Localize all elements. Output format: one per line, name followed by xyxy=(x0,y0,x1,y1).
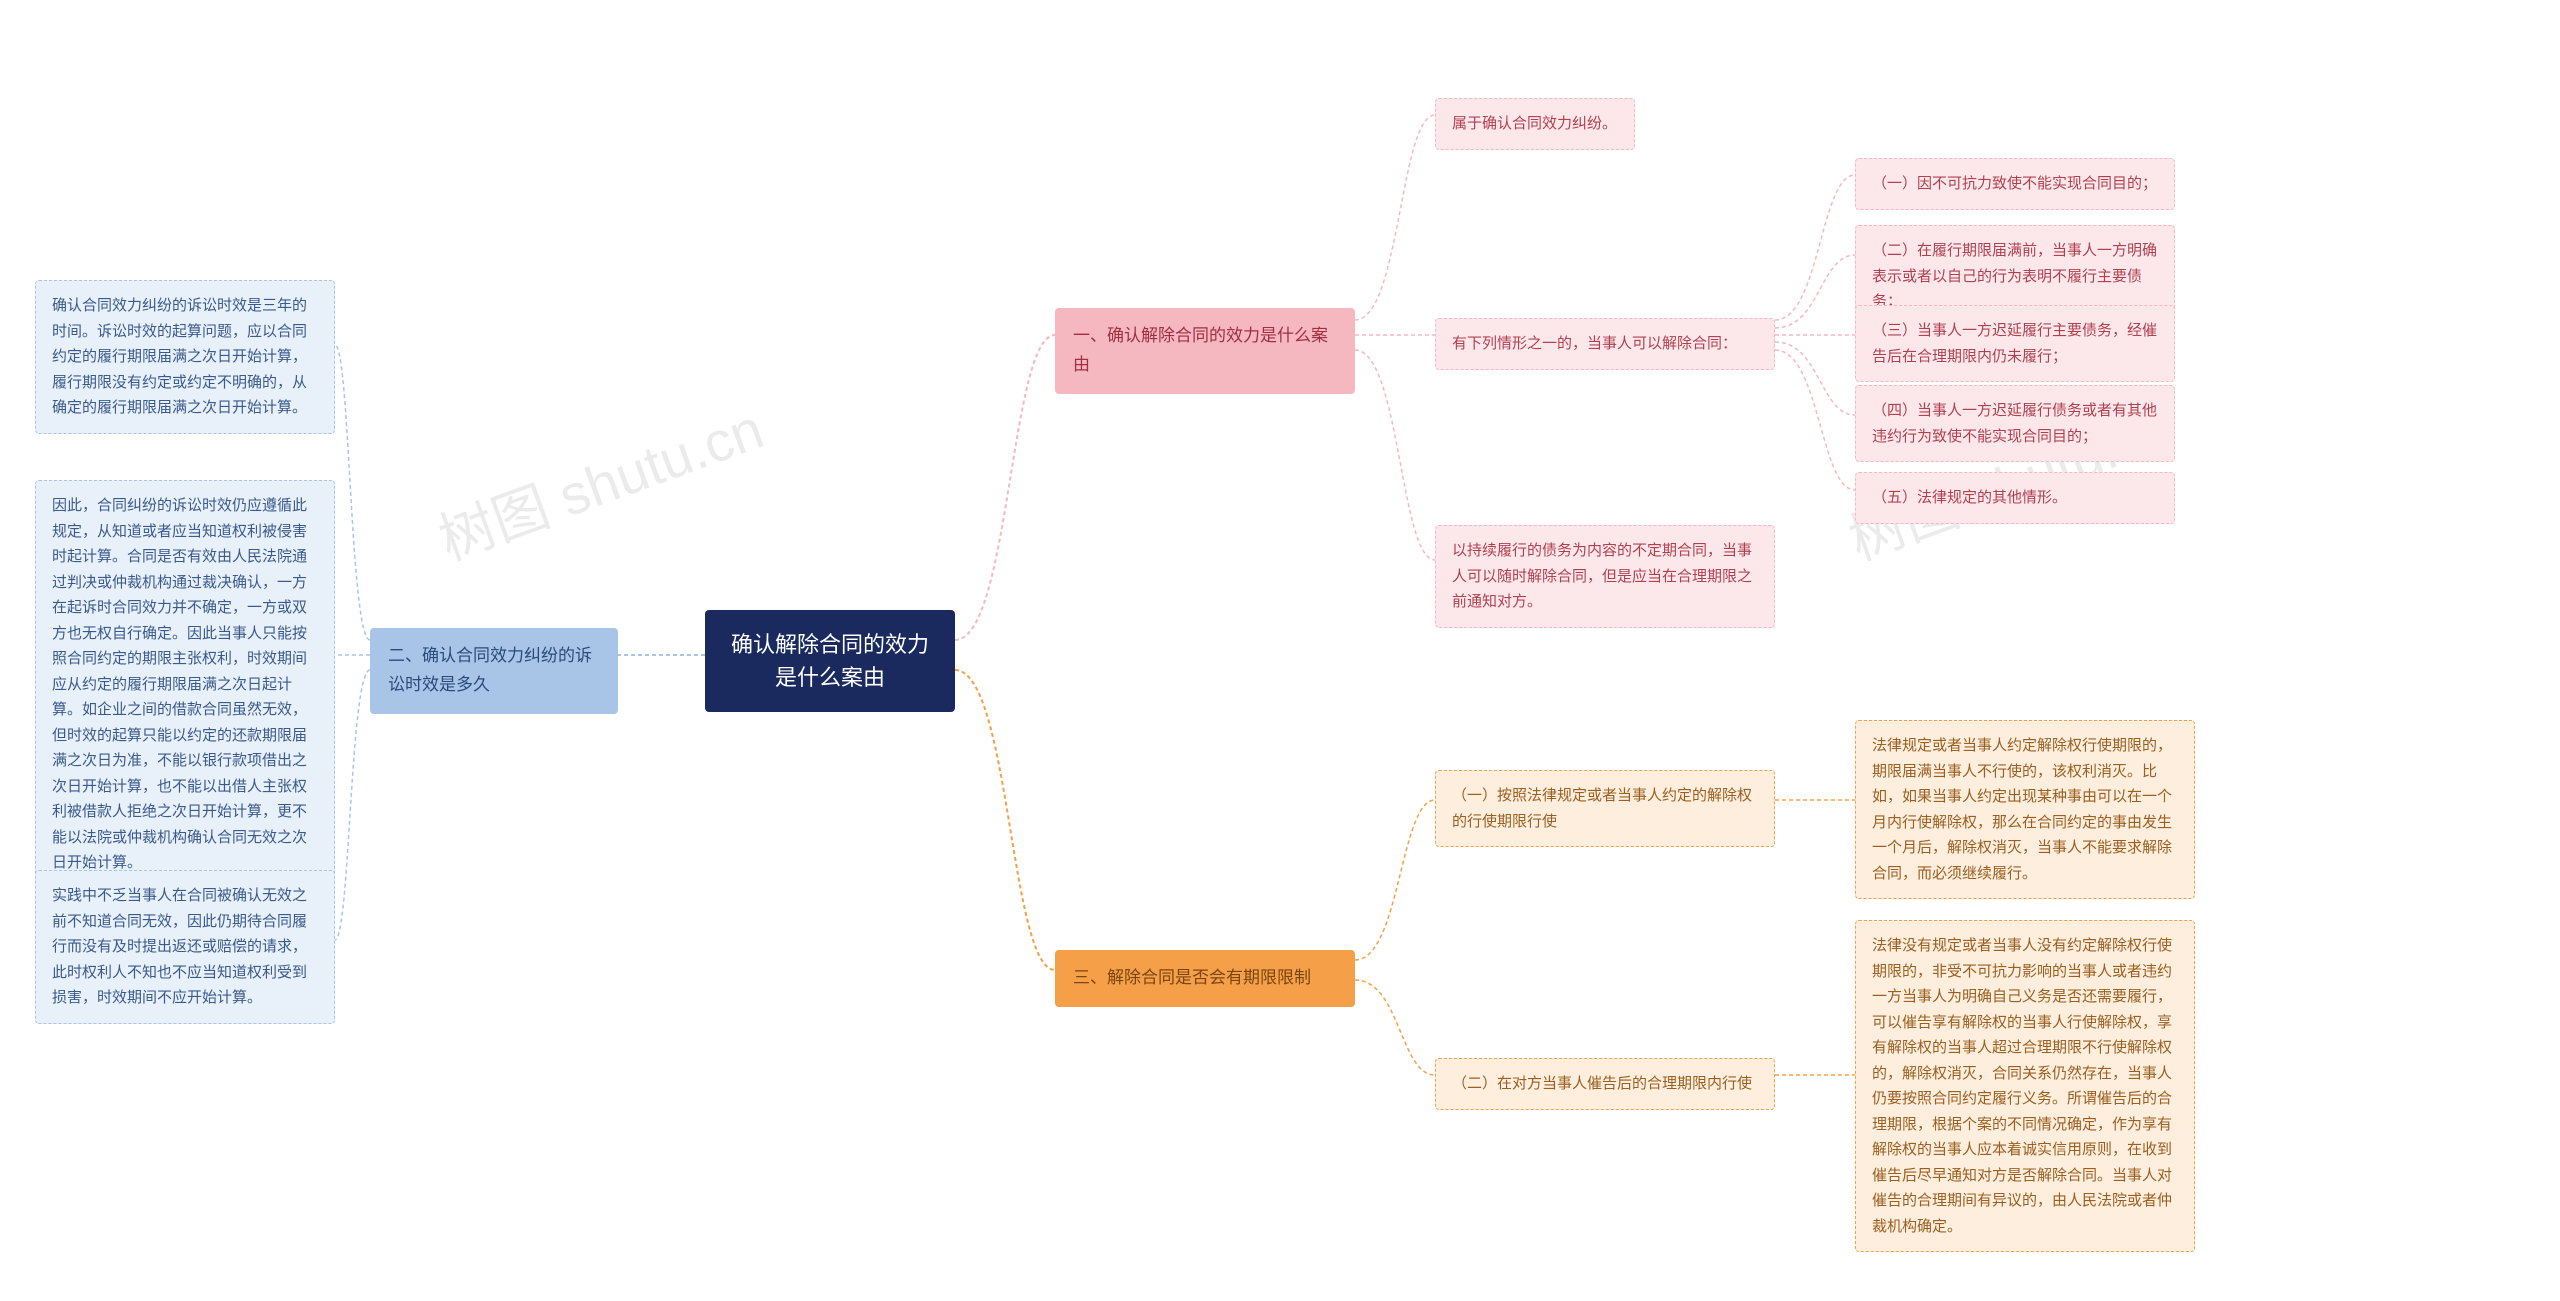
leaf-pink-l2-2: （三）当事人一方迟延履行主要债务，经催告后在合理期限内仍未履行； xyxy=(1855,305,2175,382)
leaf-blue-1: 确认合同效力纠纷的诉讼时效是三年的时间。诉讼时效的起算问题，应以合同约定的履行期… xyxy=(35,280,335,434)
leaf-pink-l2-0: （一）因不可抗力致使不能实现合同目的； xyxy=(1855,158,2175,210)
leaf-pink-l2-4: （五）法律规定的其他情形。 xyxy=(1855,472,2175,524)
leaf-pink-l2-3: （四）当事人一方迟延履行债务或者有其他违约行为致使不能实现合同目的； xyxy=(1855,385,2175,462)
leaf-orange-l1-0: （一）按照法律规定或者当事人约定的解除权的行使期限行使 xyxy=(1435,770,1775,847)
leaf-orange-l2-1: 法律没有规定或者当事人没有约定解除权行使期限的，非受不可抗力影响的当事人或者违约… xyxy=(1855,920,2195,1252)
leaf-pink-l1-1: 有下列情形之一的，当事人可以解除合同： xyxy=(1435,318,1775,370)
leaf-orange-l1-1: （二）在对方当事人催告后的合理期限内行使 xyxy=(1435,1058,1775,1110)
leaf-blue-3: 实践中不乏当事人在合同被确认无效之前不知道合同无效，因此仍期待合同履行而没有及时… xyxy=(35,870,335,1024)
branch-section-2[interactable]: 二、确认合同效力纠纷的诉讼时效是多久 xyxy=(370,628,618,714)
watermark: 树图 shutu.cn xyxy=(426,384,773,576)
branch-section-1[interactable]: 一、确认解除合同的效力是什么案由 xyxy=(1055,308,1355,394)
branch-section-3[interactable]: 三、解除合同是否会有期限限制 xyxy=(1055,950,1355,1007)
leaf-orange-l2-0: 法律规定或者当事人约定解除权行使期限的，期限届满当事人不行使的，该权利消灭。比如… xyxy=(1855,720,2195,899)
leaf-pink-l1-0: 属于确认合同效力纠纷。 xyxy=(1435,98,1635,150)
leaf-pink-l1-2: 以持续履行的债务为内容的不定期合同，当事人可以随时解除合同，但是应当在合理期限之… xyxy=(1435,525,1775,628)
root-node[interactable]: 确认解除合同的效力是什么案由 xyxy=(705,610,955,712)
leaf-blue-2: 因此，合同纠纷的诉讼时效仍应遵循此规定，从知道或者应当知道权利被侵害时起计算。合… xyxy=(35,480,335,889)
